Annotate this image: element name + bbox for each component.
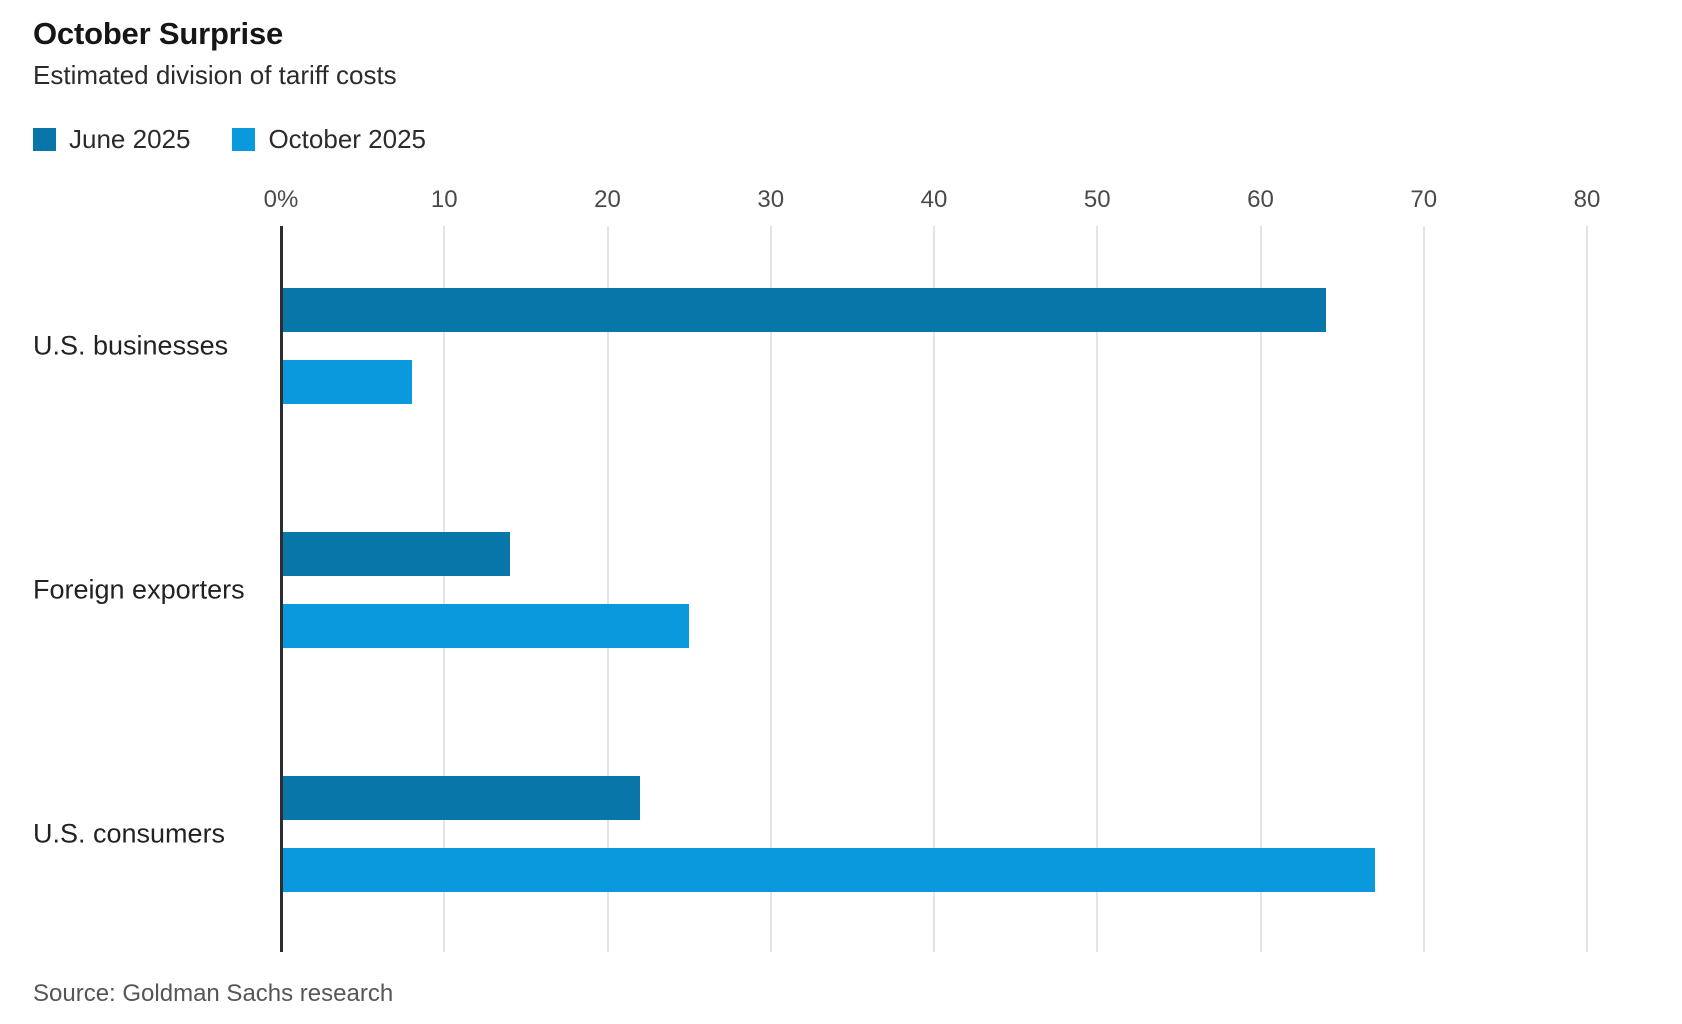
gridline-40 [933,226,935,952]
legend-label-june-2025: June 2025 [69,124,191,154]
chart-subtitle: Estimated division of tariff costs [33,60,397,90]
bar-june-2025-u-s-businesses [281,288,1326,332]
june-2025-swatch [33,128,56,151]
y-axis-baseline [280,226,283,952]
gridline-20 [606,226,609,952]
bar-october-2025-foreign-exporters [281,604,690,648]
gridline-80 [1586,226,1588,952]
x-tick-10: 10 [430,186,458,213]
legend-label-october-2025: October 2025 [268,124,427,154]
bar-june-2025-foreign-exporters [281,532,510,576]
gridline-50 [1096,226,1099,952]
bar-june-2025-u-s-consumers [281,775,641,820]
legend-item-june-2025: June 2025 [33,124,190,155]
x-tick-20: 20 [594,186,621,213]
legend-item-october-2025: October 2025 [232,124,426,155]
x-tick-30: 30 [757,186,785,213]
x-tick-50: 50 [1083,186,1111,213]
gridline-30 [769,226,772,952]
bar-october-2025-u-s-consumers [281,847,1375,892]
gridline-60 [1259,226,1262,952]
category-label-u-s-businesses: U.S. businesses [33,330,229,361]
source-credit: Source: Goldman Sachs research [33,980,394,1007]
chart-legend: June 2025 October 2025 [33,124,468,155]
x-tick-60: 60 [1247,186,1274,213]
x-tick-40: 40 [920,186,948,213]
bar-october-2025-u-s-businesses [281,360,412,404]
category-label-foreign-exporters: Foreign exporters [33,574,245,605]
x-tick-70: 70 [1410,186,1438,213]
x-tick-80: 80 [1573,186,1601,213]
x-tick-0: 0% [263,186,299,213]
gridline-10 [443,226,446,952]
october-2025-swatch [232,128,256,151]
chart-title: October Surprise [33,16,284,51]
gridline-70 [1422,226,1425,952]
category-label-u-s-consumers: U.S. consumers [33,818,226,848]
